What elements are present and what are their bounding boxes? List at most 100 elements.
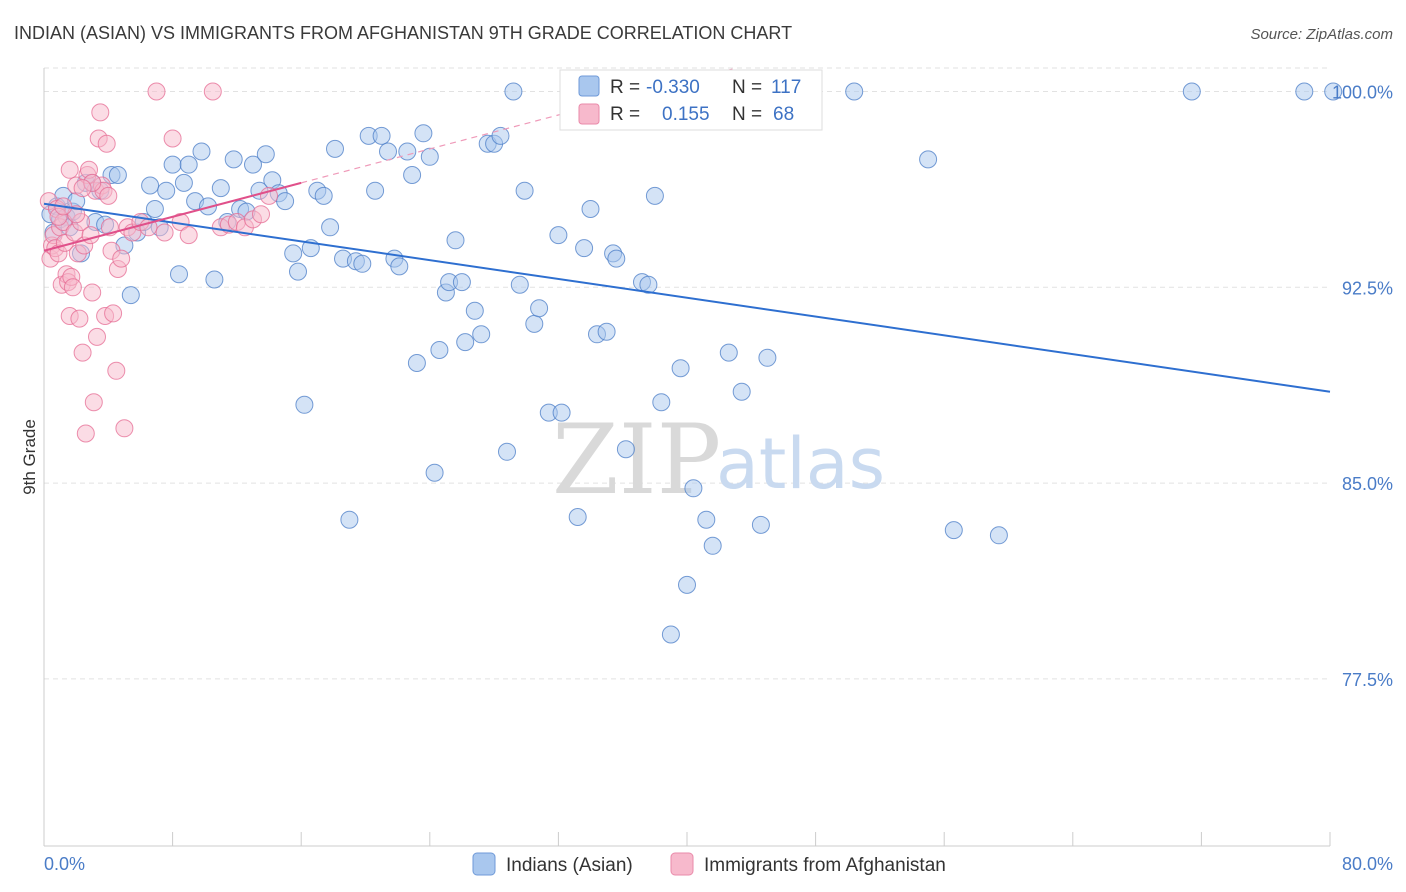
legend-swatch-indians bbox=[472, 852, 496, 876]
data-point bbox=[170, 265, 188, 284]
data-point bbox=[88, 327, 106, 346]
data-point bbox=[203, 82, 222, 101]
data-point bbox=[425, 463, 444, 482]
data-point bbox=[179, 226, 198, 245]
watermark-zip: ZIP bbox=[552, 404, 721, 516]
data-point bbox=[115, 419, 134, 438]
data-point bbox=[989, 526, 1008, 545]
data-point bbox=[147, 82, 166, 101]
data-point bbox=[60, 160, 79, 179]
data-point bbox=[284, 244, 303, 263]
stats-legend-n-value-blue: 117 bbox=[771, 77, 801, 98]
data-point bbox=[63, 278, 82, 297]
data-point bbox=[163, 155, 182, 174]
data-point bbox=[510, 275, 529, 294]
y-tick-label: 92.5% bbox=[1342, 278, 1393, 298]
data-point bbox=[83, 283, 102, 302]
data-point bbox=[407, 354, 426, 372]
legend-label-afghanistan: Immigrants from Afghanistan bbox=[704, 855, 946, 876]
data-point bbox=[211, 179, 230, 198]
data-point bbox=[145, 200, 164, 218]
data-point bbox=[91, 103, 110, 122]
watermark: ZIP atlas bbox=[552, 404, 885, 516]
y-tick-label: 100.0% bbox=[1332, 82, 1393, 102]
data-point bbox=[661, 625, 680, 644]
data-point bbox=[326, 139, 344, 158]
y-tick-labels: 100.0% 92.5% 85.0% 77.5% bbox=[1332, 82, 1393, 689]
x-tick-label-min: 0.0% bbox=[44, 854, 85, 874]
data-point bbox=[366, 181, 385, 200]
data-point bbox=[174, 173, 193, 192]
x-tick-label-max: 80.0% bbox=[1342, 854, 1393, 874]
watermark-atlas: atlas bbox=[716, 423, 885, 505]
stats-legend-swatch-blue bbox=[578, 75, 600, 97]
y-tick-label: 77.5% bbox=[1342, 670, 1393, 690]
data-point bbox=[1182, 82, 1201, 101]
data-point bbox=[192, 142, 211, 161]
stats-legend-n-value-pink: 68 bbox=[773, 104, 794, 125]
data-point bbox=[73, 343, 92, 362]
data-point bbox=[703, 536, 722, 555]
data-point bbox=[199, 197, 217, 216]
data-point bbox=[581, 200, 600, 218]
data-point bbox=[758, 348, 777, 367]
data-point bbox=[276, 192, 295, 211]
data-point bbox=[252, 205, 270, 224]
data-point bbox=[73, 179, 92, 198]
legend-swatch-afghanistan bbox=[670, 852, 694, 876]
data-point bbox=[684, 479, 703, 498]
series-indians-asian bbox=[41, 82, 1343, 644]
stats-legend-n-label-blue: N = bbox=[732, 77, 762, 98]
data-point bbox=[607, 249, 626, 268]
data-point bbox=[76, 424, 95, 443]
data-point bbox=[472, 325, 491, 344]
stats-legend: R = -0.330 N = 117 R = 0.155 N = 68 bbox=[559, 69, 823, 131]
data-point bbox=[732, 382, 751, 401]
data-point bbox=[678, 575, 696, 594]
x-tick-marks bbox=[43, 832, 1331, 846]
stats-legend-r-value-blue: -0.330 bbox=[646, 77, 700, 98]
data-point bbox=[104, 304, 123, 323]
legend-label-indians: Indians (Asian) bbox=[506, 855, 633, 876]
trend-line-indians bbox=[43, 202, 1331, 393]
data-point bbox=[97, 134, 116, 153]
data-point bbox=[420, 147, 439, 166]
y-axis-label: 9th Grade bbox=[20, 419, 39, 495]
data-point bbox=[845, 82, 864, 101]
data-point bbox=[452, 273, 471, 292]
data-point bbox=[697, 510, 716, 529]
data-point bbox=[1295, 82, 1314, 101]
data-point bbox=[295, 395, 314, 414]
data-point bbox=[112, 249, 131, 268]
data-point bbox=[575, 239, 594, 258]
data-point bbox=[108, 166, 127, 184]
data-point bbox=[289, 262, 307, 281]
data-point bbox=[398, 142, 417, 161]
data-point bbox=[456, 333, 475, 352]
data-point bbox=[446, 231, 465, 250]
stats-legend-n-label-pink: N = bbox=[732, 104, 762, 125]
data-point bbox=[671, 359, 690, 378]
data-point bbox=[205, 270, 224, 289]
data-point bbox=[530, 299, 549, 318]
data-point bbox=[163, 129, 182, 148]
data-point bbox=[639, 275, 658, 294]
data-point bbox=[652, 393, 671, 412]
data-point bbox=[504, 82, 523, 101]
data-point bbox=[919, 150, 938, 169]
data-point bbox=[498, 442, 516, 461]
data-point bbox=[179, 155, 198, 174]
y-tick-label: 85.0% bbox=[1342, 474, 1393, 494]
data-point bbox=[645, 186, 664, 205]
data-point bbox=[568, 508, 587, 526]
data-point bbox=[525, 314, 544, 333]
data-point bbox=[944, 521, 963, 540]
data-point bbox=[244, 155, 262, 174]
data-point bbox=[379, 142, 397, 161]
data-point bbox=[107, 361, 126, 380]
data-point bbox=[84, 393, 103, 412]
data-point bbox=[256, 145, 275, 164]
data-point bbox=[414, 124, 433, 143]
